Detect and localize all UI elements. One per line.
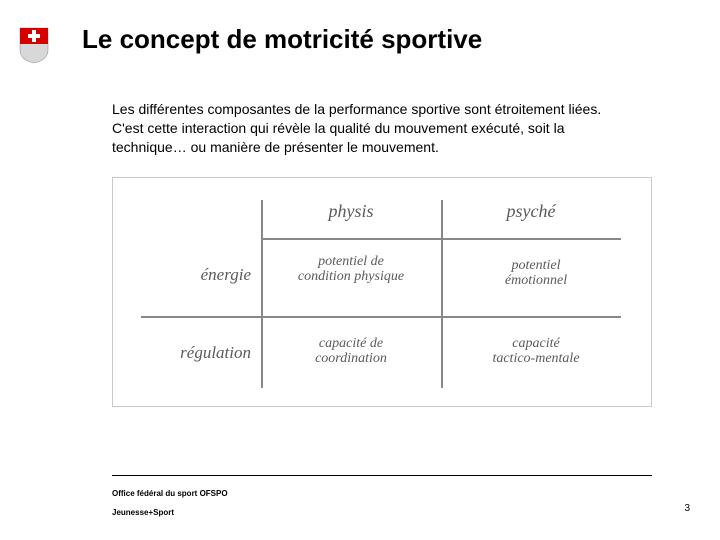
- swiss-shield-icon: [18, 26, 50, 64]
- col-header: psyché: [461, 202, 601, 222]
- row-header: régulation: [131, 344, 251, 363]
- col-header: physis: [281, 202, 421, 222]
- page-number: 3: [684, 503, 690, 514]
- cell: potentiel émotionnel: [461, 258, 611, 289]
- motricity-diagram: physis psyché énergie régulation potenti…: [112, 177, 652, 407]
- page-title: Le concept de motricité sportive: [82, 24, 482, 55]
- intro-paragraph: Les différentes composantes de la perfor…: [112, 100, 612, 157]
- cell: potentiel de condition physique: [271, 254, 431, 285]
- footer: Office fédéral du sport OFSPO Jeunesse+S…: [112, 475, 652, 518]
- footer-line2: Jeunesse+Sport: [112, 508, 174, 517]
- cell: capacité de coordination: [271, 336, 431, 367]
- grid-line: [261, 200, 263, 388]
- cell: capacité tactico-mentale: [461, 336, 611, 367]
- grid-dashed-line: [441, 200, 443, 388]
- footer-line1: Office fédéral du sport OFSPO: [112, 489, 228, 498]
- grid-dashed-line: [141, 316, 621, 318]
- row-header: énergie: [131, 266, 251, 285]
